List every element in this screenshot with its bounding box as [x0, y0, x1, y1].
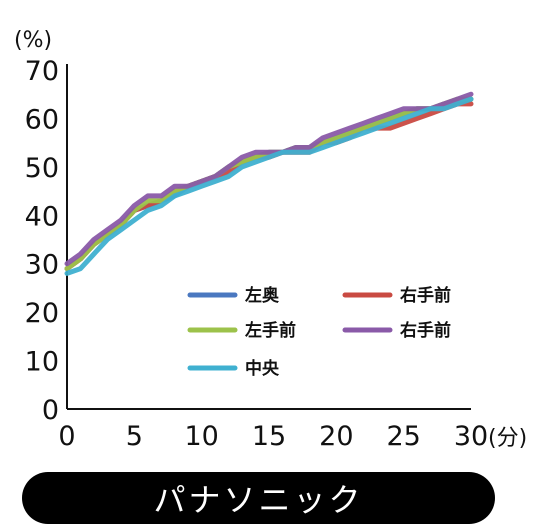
y-tick-label: 40 — [25, 201, 59, 232]
x-tick-label: 25 — [386, 421, 420, 452]
legend-label-5: 中央 — [245, 358, 280, 379]
series-line-4 — [64, 91, 474, 267]
brand-banner: パナソニック — [22, 472, 495, 524]
brand-label: パナソニック — [153, 481, 364, 519]
legend-label-2: 右手前 — [400, 285, 451, 306]
x-axis-unit: (分) — [488, 426, 527, 451]
y-tick-label: 0 — [42, 395, 59, 426]
legend-label-3: 左手前 — [245, 320, 296, 341]
x-tick-label: 0 — [58, 421, 75, 452]
y-axis-unit: (%) — [14, 28, 52, 53]
x-tick-label: 10 — [184, 421, 218, 452]
x-tick-label: 20 — [319, 421, 353, 452]
y-tick-label: 60 — [25, 104, 59, 135]
y-tick-label: 70 — [25, 56, 59, 87]
y-tick-label: 50 — [25, 153, 59, 184]
y-tick-label: 30 — [25, 250, 59, 281]
x-tick-label: 15 — [252, 421, 286, 452]
legend-label-4: 右手前 — [400, 320, 451, 341]
y-tick-label: 20 — [25, 298, 59, 329]
legend-label-1: 左奥 — [245, 285, 280, 306]
series-line-5 — [64, 96, 474, 276]
series-line-2 — [64, 101, 474, 272]
series-line-1 — [64, 96, 474, 272]
x-tick-label: 30 — [454, 421, 488, 452]
series-line-3 — [64, 96, 474, 272]
y-tick-label: 10 — [25, 347, 59, 378]
x-tick-label: 5 — [126, 421, 143, 452]
